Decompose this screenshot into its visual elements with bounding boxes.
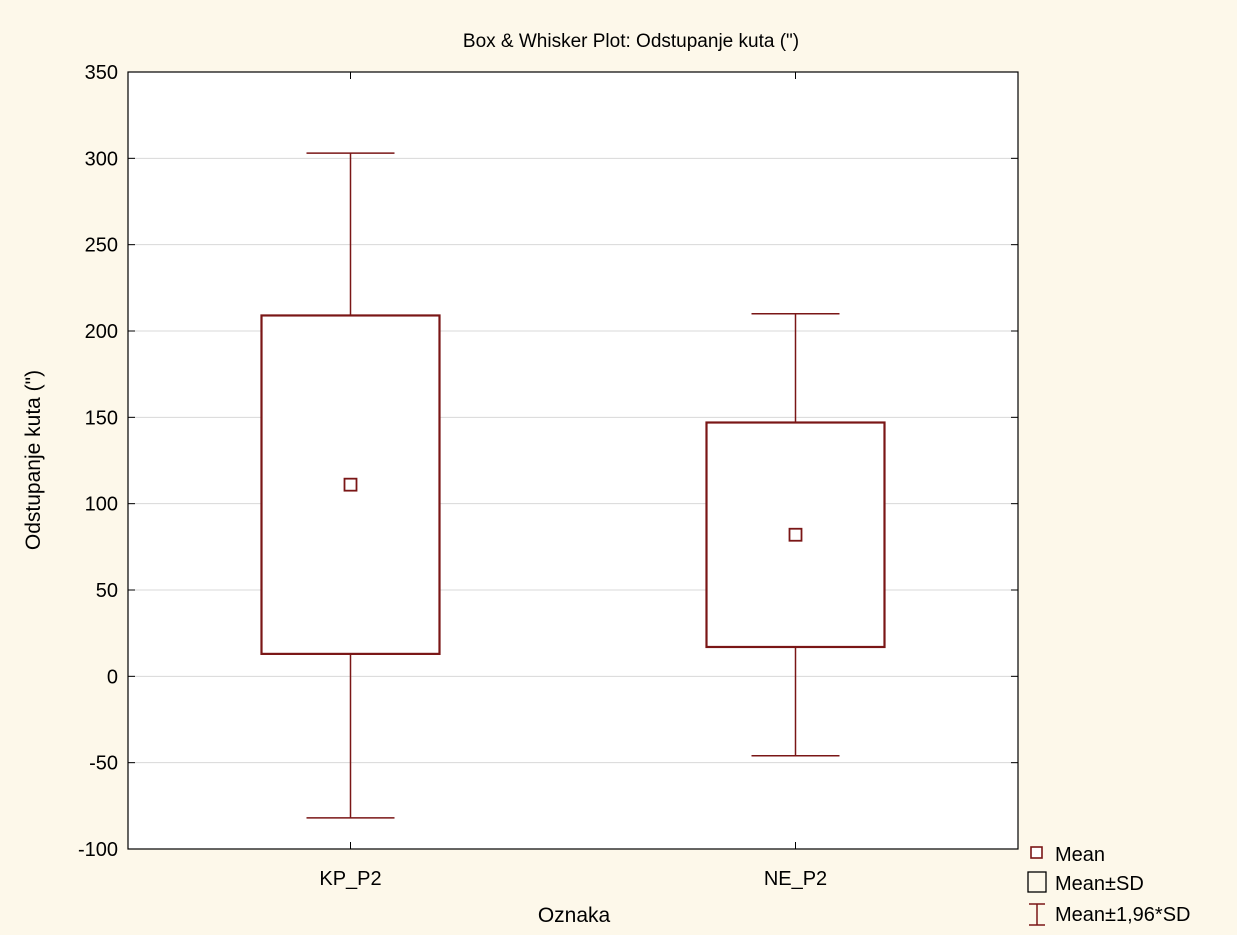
mean-marker <box>343 477 358 492</box>
y-axis-title: Odstupanje kuta (") <box>22 370 45 550</box>
boxes <box>260 152 886 819</box>
y-tick-label: -100 <box>78 839 118 861</box>
legend-sd-marker <box>1027 871 1047 893</box>
legend-whisker-label: Mean±1,96*SD <box>1055 904 1191 926</box>
y-tick-label: 50 <box>96 580 118 602</box>
x-tick-label: KP_P2 <box>319 868 381 890</box>
y-tick-label: 150 <box>85 407 118 429</box>
legend: Mean Mean±SD Mean±1,96*SD <box>1027 844 1191 926</box>
y-axis-ticks: -100 -50 0 50 100 150 200 250 300 350 <box>78 62 1018 861</box>
plot-frame <box>127 71 1019 850</box>
y-tick-label: 0 <box>107 666 118 688</box>
legend-sd-label: Mean±SD <box>1055 873 1144 895</box>
chart-title: Box & Whisker Plot: Odstupanje kuta (") <box>463 31 799 52</box>
x-tick-label: NE_P2 <box>764 868 827 890</box>
y-tick-label: 300 <box>85 148 118 170</box>
box-KP_P2 <box>260 152 441 819</box>
x-axis-title: Oznaka <box>538 904 611 927</box>
box-NE_P2 <box>705 312 886 757</box>
legend-mean-marker <box>1030 846 1043 859</box>
y-tick-label: 100 <box>85 494 118 516</box>
y-tick-label: 200 <box>85 321 118 343</box>
y-tick-label: 250 <box>85 235 118 257</box>
legend-mean-label: Mean <box>1055 844 1105 866</box>
y-tick-label: 350 <box>85 62 118 84</box>
mean-marker <box>788 527 803 542</box>
y-tick-label: -50 <box>89 753 118 775</box>
x-axis-ticks: KP_P2 NE_P2 <box>319 72 827 890</box>
